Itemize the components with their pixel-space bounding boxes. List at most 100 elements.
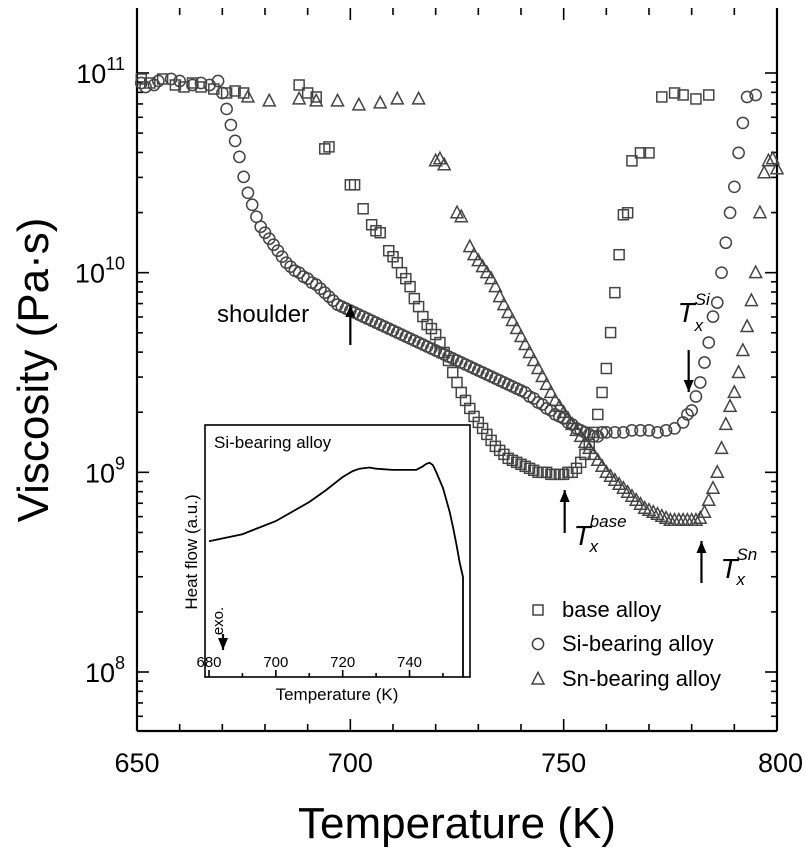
- data-point: [518, 386, 532, 399]
- data-point: [194, 76, 208, 90]
- data-point: [372, 94, 388, 109]
- tx-si-label: T Si x: [678, 290, 711, 335]
- data-point: [560, 410, 576, 425]
- data-point: [677, 89, 689, 101]
- x-tick-label: 750: [541, 748, 586, 778]
- data-point: [599, 426, 613, 439]
- data-point: [722, 398, 738, 413]
- data-point: [147, 78, 161, 92]
- data-point: [462, 238, 478, 253]
- data-point: [590, 452, 606, 467]
- data-point: [351, 96, 367, 111]
- data-point: [748, 264, 763, 279]
- data-point: [689, 390, 703, 403]
- data-point: [262, 92, 277, 107]
- data-point: [592, 408, 604, 421]
- data-point: [740, 90, 754, 104]
- x-tick-label: 800: [758, 748, 803, 778]
- data-point: [195, 81, 207, 93]
- data-point: [739, 318, 755, 333]
- data-point: [634, 147, 647, 159]
- tx-sn-label: T Sn x: [720, 545, 757, 589]
- exo-arrow-icon: [218, 634, 228, 650]
- tx-sn-sup: Sn: [736, 545, 757, 564]
- data-point: [229, 85, 241, 97]
- data-point: [492, 288, 507, 303]
- y-tick-label: 1011: [76, 54, 125, 89]
- data-point: [701, 492, 716, 506]
- tx-sn-sub: x: [735, 570, 745, 589]
- inset-x-axis-title: Temperature (K): [276, 685, 399, 704]
- axis-ticks: [136, 8, 778, 731]
- data-point: [509, 320, 524, 335]
- data-point: [749, 88, 763, 102]
- data-point: [543, 384, 559, 399]
- data-point: [594, 458, 610, 473]
- data-point: [625, 424, 639, 437]
- inset-x-tick-label: 700: [263, 654, 288, 671]
- inset-frame: [204, 424, 471, 678]
- data-point: [228, 134, 242, 148]
- data-point: [732, 146, 745, 160]
- legend-label-sn: Sn-bearing alloy: [562, 666, 721, 691]
- series-square: [135, 73, 715, 481]
- data-point: [279, 256, 293, 270]
- data-point: [535, 368, 550, 383]
- data-point: [530, 360, 546, 375]
- data-point: [547, 392, 563, 407]
- legend-marker-triangle: [530, 670, 546, 685]
- data-point: [727, 180, 741, 194]
- data-point: [301, 87, 314, 99]
- data-point: [731, 364, 746, 379]
- data-point: [621, 207, 634, 219]
- tx-base-label: T base x: [574, 512, 627, 556]
- data-point: [727, 384, 742, 399]
- data-point: [326, 294, 340, 307]
- inset-title: Si-bearing alloy: [214, 433, 332, 452]
- data-point: [693, 376, 707, 389]
- legend-marker-square: [532, 604, 544, 616]
- data-point: [466, 246, 482, 261]
- data-point: [318, 286, 332, 299]
- x-tick-label: 650: [114, 748, 159, 778]
- data-point: [241, 186, 255, 200]
- data-point: [357, 203, 369, 215]
- data-point: [293, 79, 305, 91]
- data-point: [505, 312, 520, 327]
- data-point: [428, 152, 443, 167]
- data-point: [608, 426, 622, 439]
- data-point: [702, 89, 715, 101]
- data-point: [735, 342, 751, 357]
- data-point: [245, 198, 259, 212]
- data-point: [411, 90, 426, 105]
- data-point: [556, 404, 571, 419]
- data-point: [308, 92, 324, 107]
- data-point: [237, 170, 251, 184]
- inset-ticks: [208, 670, 444, 677]
- data-point: [634, 424, 647, 437]
- data-point: [719, 236, 733, 250]
- tx-base-T: T: [574, 520, 593, 551]
- data-point: [518, 336, 533, 351]
- data-point: [702, 336, 716, 349]
- data-point: [522, 344, 537, 359]
- tx-sn-arrow-icon: [696, 541, 707, 583]
- data-point: [552, 398, 567, 413]
- inset-y-axis-title: Heat flow (a.u.): [182, 494, 201, 609]
- data-point: [681, 408, 694, 421]
- x-axis-title: Temperature (K): [298, 799, 616, 848]
- data-point: [374, 226, 386, 239]
- data-point: [609, 286, 621, 299]
- data-point: [600, 362, 613, 375]
- tx-si-sub: x: [694, 316, 704, 335]
- data-point: [668, 87, 681, 99]
- data-point: [471, 252, 486, 267]
- inset-x-tick-label: 720: [330, 654, 355, 671]
- data-point: [446, 366, 459, 379]
- data-point: [151, 74, 165, 88]
- data-point: [292, 266, 306, 280]
- data-point: [314, 282, 327, 295]
- data-point: [659, 424, 673, 437]
- data-point: [714, 440, 729, 455]
- y-axis-title: Viscosity (Pa·s): [9, 218, 58, 523]
